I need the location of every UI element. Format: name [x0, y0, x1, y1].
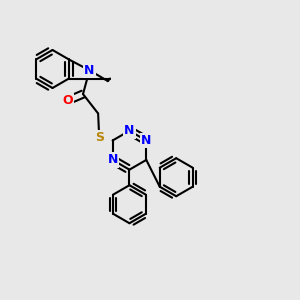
Text: O: O [63, 94, 73, 107]
Text: N: N [141, 134, 152, 147]
Text: S: S [95, 131, 104, 144]
Text: N: N [107, 153, 118, 167]
Text: N: N [84, 64, 95, 77]
Text: N: N [124, 124, 135, 137]
